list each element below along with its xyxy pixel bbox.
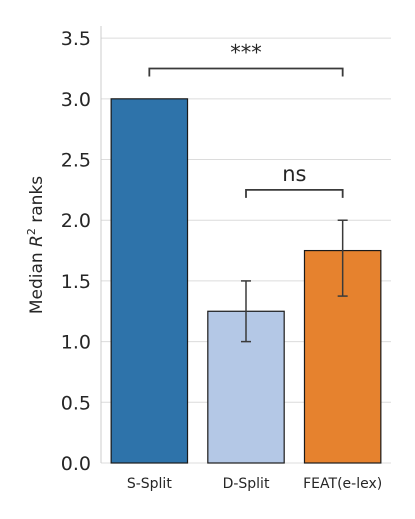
y-tick-label: 3.0 bbox=[61, 89, 91, 111]
y-tick-label: 3.5 bbox=[61, 28, 91, 50]
y-axis-label-prefix: Median bbox=[27, 247, 47, 314]
x-tick-label: S-Split bbox=[127, 476, 172, 492]
significance-annotations: *** ns bbox=[100, 26, 344, 463]
error-bars bbox=[241, 219, 348, 343]
y-axis-ticks: 0.0 0.5 1.0 1.5 2.0 2.5 3.0 3.5 bbox=[61, 28, 91, 475]
significance-label: ns bbox=[282, 162, 306, 186]
y-tick-label: 1.5 bbox=[61, 271, 91, 293]
x-tick-label: FEAT(e-lex) bbox=[303, 476, 382, 492]
significance-label: *** bbox=[230, 40, 262, 64]
y-tick-label: 1.0 bbox=[61, 332, 91, 354]
significance-bracket bbox=[245, 188, 344, 198]
y-tick-label: 0.0 bbox=[61, 453, 91, 475]
x-axis-ticks: S-Split D-Split FEAT(e-lex) bbox=[127, 476, 382, 492]
y-axis-label-superscript: 2 bbox=[25, 228, 38, 235]
y-axis-label-symbol: R bbox=[27, 235, 47, 247]
y-axis-label-suffix: ranks bbox=[27, 176, 47, 228]
significance-bracket bbox=[148, 67, 344, 77]
y-tick-label: 0.5 bbox=[61, 392, 91, 414]
y-tick-label: 2.0 bbox=[61, 210, 91, 232]
y-axis-label: Median R2 ranks bbox=[25, 176, 47, 314]
bar-s-split bbox=[110, 98, 189, 464]
x-tick-label: D-Split bbox=[223, 476, 270, 492]
y-tick-label: 2.5 bbox=[61, 150, 91, 172]
